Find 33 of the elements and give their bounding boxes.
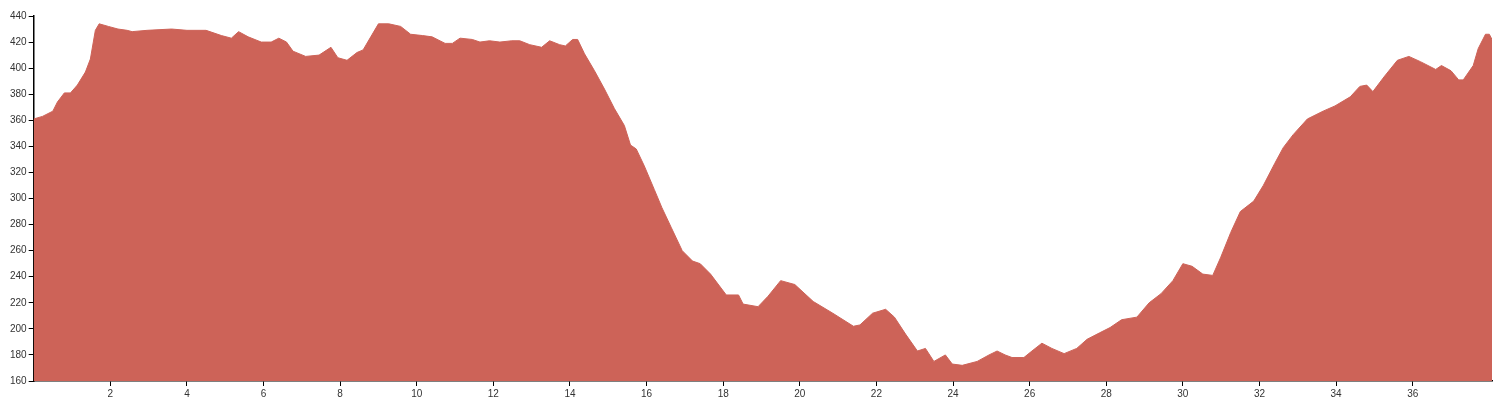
y-tick-label: 420 (10, 35, 28, 47)
y-tick-label: 260 (10, 244, 28, 256)
x-tick-label: 18 (717, 387, 730, 399)
x-tick-label: 16 (641, 387, 653, 399)
x-tick-label: 22 (870, 387, 883, 399)
y-tick-label: 280 (10, 218, 28, 230)
x-tick-label: 30 (1177, 387, 1189, 399)
y-tick-label: 300 (10, 192, 28, 204)
x-tick-label: 2 (107, 387, 114, 399)
x-tick-label: 8 (337, 387, 344, 399)
x-tick-label: 6 (260, 387, 267, 399)
y-tick-label: 220 (10, 296, 28, 308)
x-tick-label: 36 (1407, 387, 1419, 399)
y-tick-label: 340 (10, 140, 28, 152)
y-tick-label: 160 (10, 374, 28, 386)
y-tick-label: 180 (10, 348, 28, 360)
y-tick-label: 380 (10, 87, 28, 99)
x-tick-label: 4 (184, 387, 191, 399)
x-tick-label: 32 (1253, 387, 1266, 399)
y-tick-label: 320 (10, 166, 28, 178)
x-tick-label: 26 (1024, 387, 1036, 399)
x-tick-label: 34 (1330, 387, 1343, 399)
x-tick-label: 24 (947, 387, 960, 399)
x-tick-label: 14 (564, 387, 576, 399)
y-tick-label: 240 (10, 270, 28, 282)
x-tick-label: 28 (1100, 387, 1113, 399)
y-tick-label: 360 (10, 114, 28, 126)
x-tick-label: 12 (487, 387, 500, 399)
x-tick-label: 10 (411, 387, 423, 399)
x-tick-label: 20 (794, 387, 806, 399)
y-tick-label: 200 (10, 322, 28, 334)
y-tick-label: 400 (10, 61, 28, 73)
y-tick-label: 440 (10, 9, 28, 21)
